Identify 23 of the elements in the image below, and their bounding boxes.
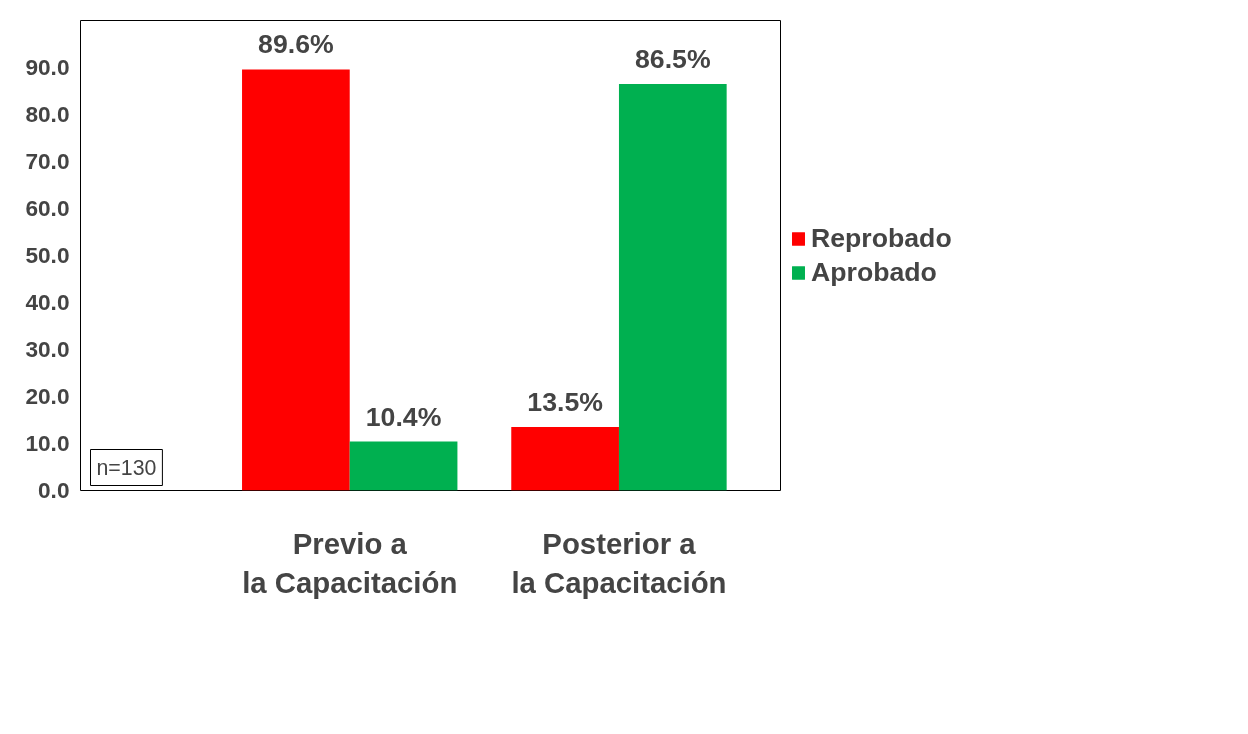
- y-tick-label: 10.0: [25, 430, 70, 456]
- x-tick-label: Previo a la Capacitación: [242, 526, 458, 600]
- x-tick-label: Posterior a la Capacitación: [511, 526, 727, 600]
- legend-label: Reprobado: [811, 222, 952, 254]
- annotation: n=130: [96, 455, 157, 480]
- y-tick-label: 50.0: [25, 242, 70, 268]
- data-label: 10.4%: [365, 401, 442, 432]
- bar: [618, 83, 727, 491]
- bar: [349, 441, 458, 491]
- bar: [511, 427, 619, 491]
- data-label: 86.5%: [635, 43, 711, 74]
- bar: [242, 69, 350, 491]
- data-label: 89.6%: [258, 29, 334, 60]
- y-tick-label: 0.0: [38, 477, 70, 503]
- y-tick-label: 60.0: [25, 195, 70, 221]
- y-tick-label: 30.0: [25, 336, 70, 362]
- y-tick-label: 40.0: [25, 289, 70, 315]
- y-tick-label: 90.0: [25, 54, 70, 80]
- legend-label: Aprobado: [811, 256, 937, 288]
- y-tick-label: 70.0: [25, 148, 70, 174]
- y-tick-label: 20.0: [25, 383, 70, 409]
- y-tick-label: 80.0: [25, 101, 70, 127]
- data-label: 13.5%: [527, 387, 603, 418]
